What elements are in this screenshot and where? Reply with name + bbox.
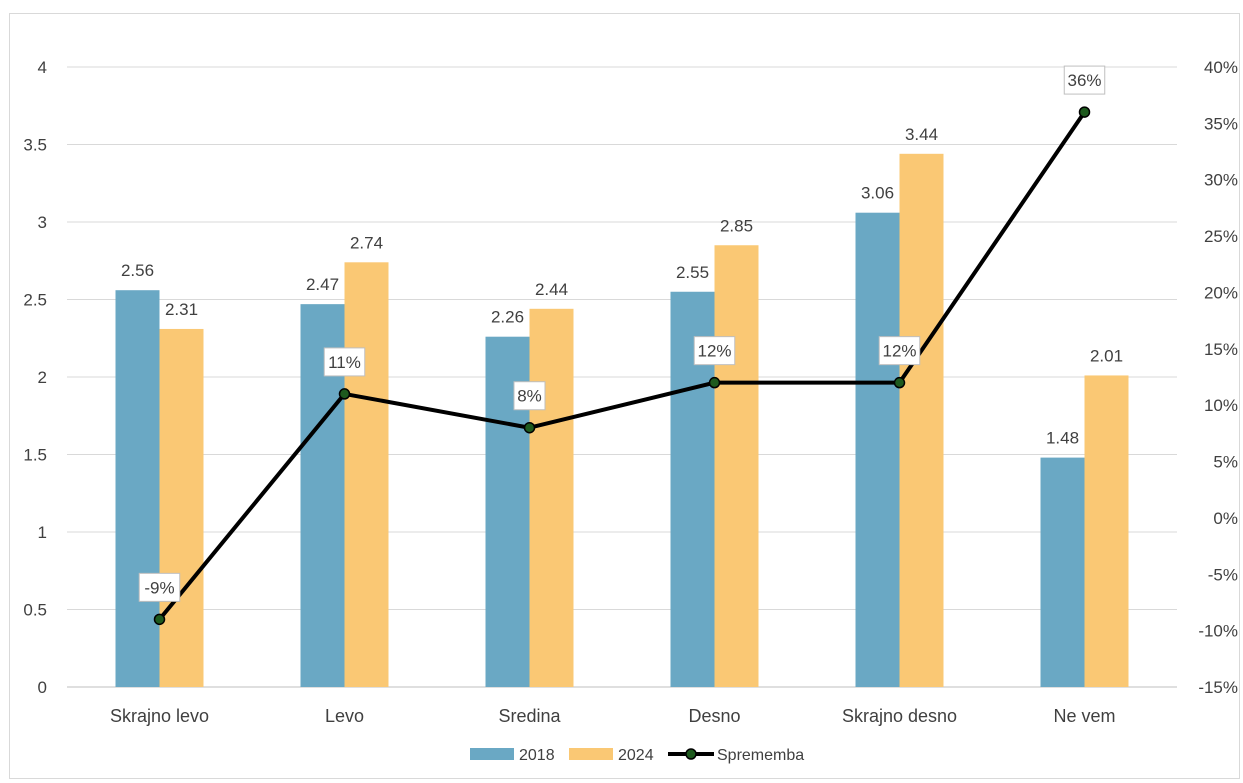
bar-value-label: 2.31 (165, 300, 198, 319)
bar-2024 (1084, 375, 1129, 687)
right-tick-label: 30% (1204, 171, 1238, 190)
line-point (1078, 106, 1091, 118)
right-tick-label: 20% (1204, 283, 1238, 302)
change-label: 12% (697, 342, 731, 361)
right-tick-label: 10% (1204, 396, 1238, 415)
right-tick-label: 15% (1204, 340, 1238, 359)
right-y-axis: -15% -10% -5% 0% 5% 10% 15% 20% 25% 30% 35% 40% (1198, 58, 1238, 697)
change-labels: -9% 11% 8% 12% 12% 36% (138, 65, 1106, 602)
category-label: Sredina (498, 706, 561, 726)
bar-2018 (1040, 457, 1085, 687)
category-label: Desno (688, 706, 740, 726)
line-point (338, 388, 351, 400)
bar-labels: 2.56 2.31 2.47 2.74 2.26 2.44 2.55 2.85 3.06 3.44… (121, 125, 1123, 448)
bar-2024 (899, 153, 944, 688)
left-y-axis: 0 0.5 1 1.5 2 2.5 3 3.5 4 (23, 58, 47, 697)
right-tick-label: -5% (1208, 565, 1238, 584)
left-tick-label: 0.5 (23, 601, 47, 620)
right-tick-label: 35% (1204, 114, 1238, 133)
line-path (157, 110, 1087, 621)
legend: 2018 2024 Sprememba (470, 747, 804, 764)
left-tick-label: 3.5 (23, 136, 47, 155)
left-tick-label: 1 (38, 523, 47, 542)
change-line (153, 106, 1091, 626)
bar-2024 (344, 262, 389, 687)
gridlines (67, 66, 1177, 688)
change-label: 12% (882, 342, 916, 361)
category-label: Levo (325, 706, 364, 726)
bar-value-label: 3.44 (905, 125, 938, 144)
bar-value-label: 2.44 (535, 280, 568, 299)
legend-label: 2018 (519, 747, 555, 764)
right-tick-label: 25% (1204, 227, 1238, 246)
bar-value-label: 2.74 (350, 233, 383, 252)
change-label-box (1063, 65, 1106, 95)
change-label-box (323, 347, 366, 377)
chart-frame (9, 13, 1240, 779)
legend-swatch-2024 (569, 748, 613, 760)
legend-swatch-2018 (470, 748, 514, 760)
bar-value-label: 1.48 (1046, 429, 1079, 448)
bar-2024 (714, 245, 759, 687)
bar-value-label: 2.56 (121, 261, 154, 280)
line-point (708, 376, 721, 389)
left-tick-label: 2.5 (23, 291, 47, 310)
right-tick-label: 5% (1213, 453, 1238, 472)
bar-value-label: 3.06 (861, 184, 894, 203)
right-tick-label: -15% (1198, 678, 1238, 697)
bar-2024 (159, 328, 204, 687)
category-label: Ne vem (1053, 706, 1115, 726)
right-tick-label: -10% (1198, 622, 1238, 641)
category-axis: Skrajno levo Levo Sredina Desno Skrajno desn… (110, 706, 1116, 726)
left-tick-label: 3 (38, 213, 47, 232)
bar-value-label: 2.55 (676, 263, 709, 282)
bar-value-label: 2.01 (1090, 346, 1123, 365)
change-label-box (138, 572, 181, 602)
right-tick-label: 0% (1213, 509, 1238, 528)
left-tick-label: 2 (38, 368, 47, 387)
bar-value-label: 2.85 (720, 216, 753, 235)
bar-value-label: 2.47 (306, 275, 339, 294)
legend-line-marker (685, 748, 697, 760)
line-point (153, 613, 166, 626)
bar-2024 (529, 308, 574, 687)
left-tick-label: 4 (38, 58, 47, 77)
change-label-box (513, 381, 546, 411)
left-tick-label: 1.5 (23, 446, 47, 465)
bar-2018 (115, 290, 160, 687)
legend-label: 2024 (618, 747, 654, 764)
category-label: Skrajno desno (842, 706, 957, 726)
left-tick-label: 0 (38, 678, 47, 697)
category-label: Skrajno levo (110, 706, 209, 726)
bar-value-label: 2.26 (491, 308, 524, 327)
change-label: -9% (144, 578, 174, 597)
change-label: 36% (1067, 71, 1101, 90)
legend-label: Sprememba (717, 747, 804, 764)
line-point (523, 421, 536, 434)
change-label-box (878, 336, 921, 366)
change-label: 11% (328, 353, 361, 372)
change-label-box (693, 336, 736, 366)
bars (115, 153, 1129, 688)
change-label: 8% (517, 387, 542, 406)
right-tick-label: 40% (1204, 58, 1238, 77)
line-point (893, 376, 906, 389)
bar-2018 (855, 212, 900, 687)
